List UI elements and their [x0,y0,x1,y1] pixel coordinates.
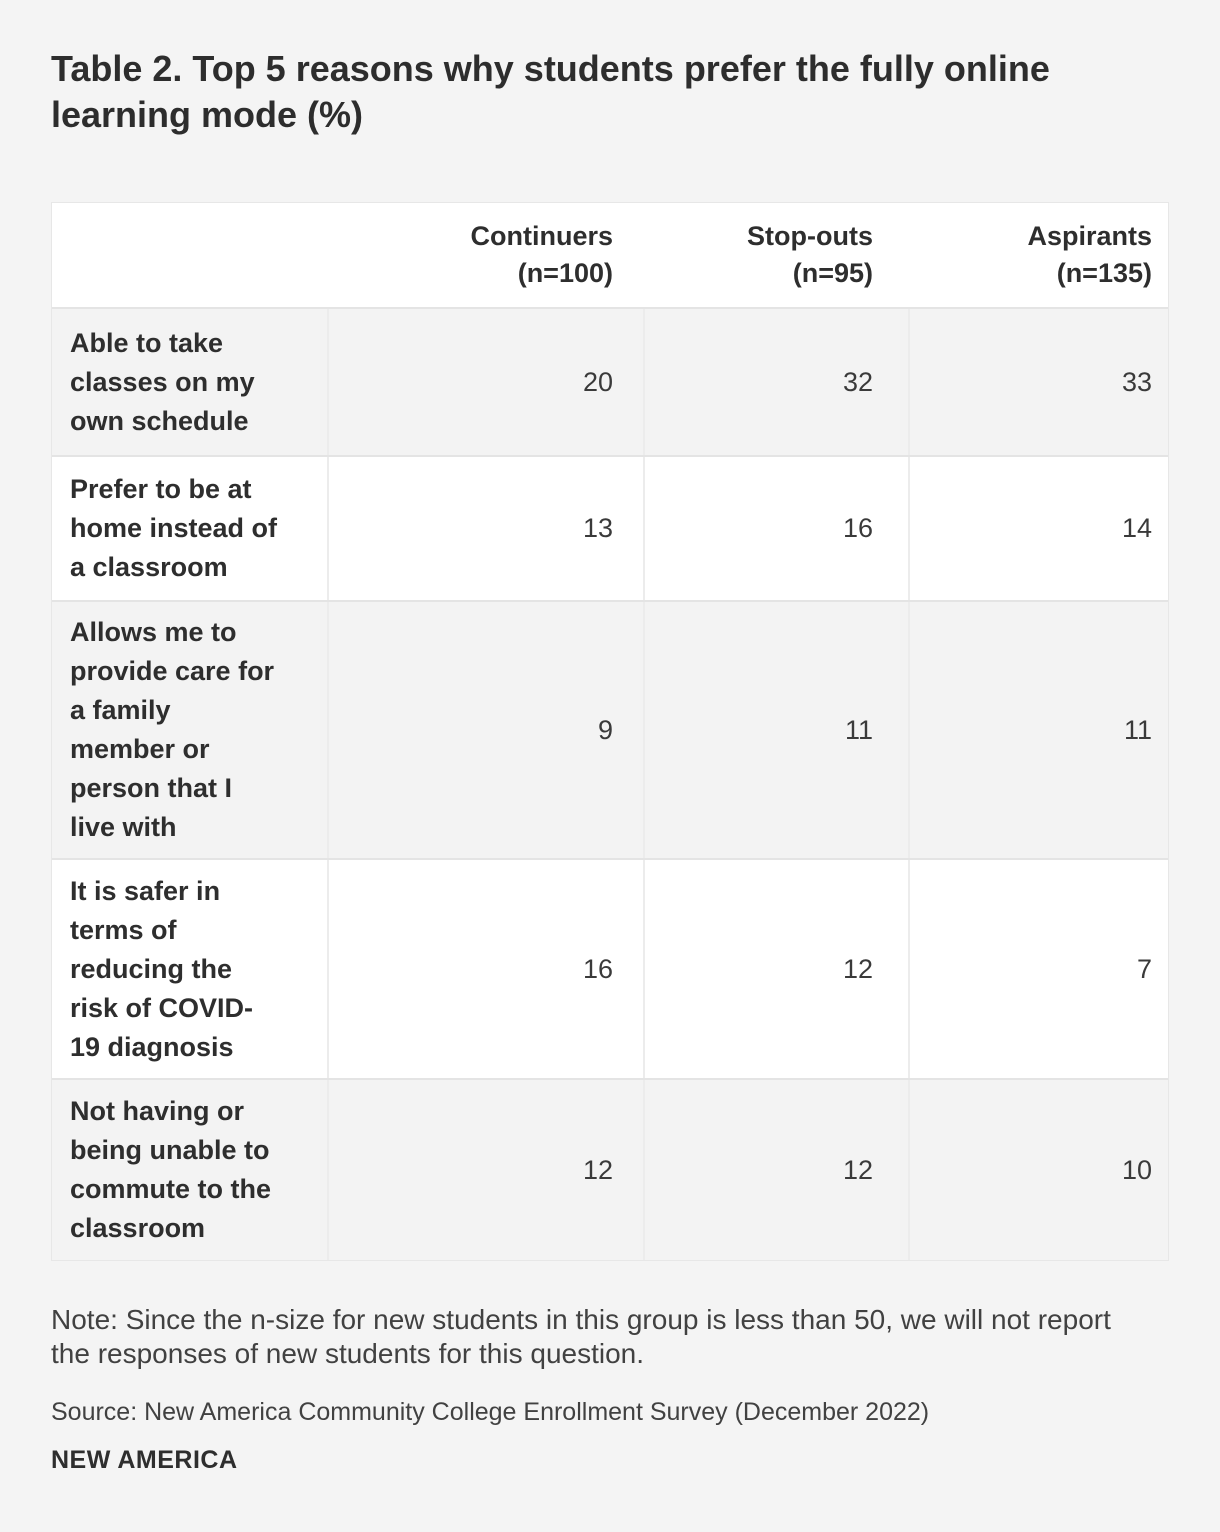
table-row: Able to take classes on my own schedule … [52,307,1168,455]
header-n-size: (n=135) [1056,258,1152,288]
value-cell-continuers: 20 [327,309,643,455]
table-row: Allows me to provide care for a family m… [52,600,1168,858]
value-cell-stopouts: 11 [643,602,908,858]
table-row: It is safer in terms of reducing the ris… [52,858,1168,1078]
header-n-size: (n=95) [792,258,873,288]
header-corner-cell [52,203,327,307]
value-cell-aspirants: 10 [908,1080,1168,1260]
row-label: Able to take classes on my own schedule [70,327,255,436]
header-group-name: Continuers [470,221,613,251]
row-label-cell: Prefer to be at home instead of a classr… [52,457,327,600]
value-cell-stopouts: 12 [643,860,908,1078]
new-america-brand: NEW AMERICA [51,1446,238,1474]
table-row: Not having or being unable to commute to… [52,1078,1168,1260]
header-text: Continuers (n=100) [470,218,613,292]
header-n-size: (n=100) [517,258,613,288]
table-row: Prefer to be at home instead of a classr… [52,455,1168,600]
value-cell-aspirants: 14 [908,457,1168,600]
row-label-cell: Not having or being unable to commute to… [52,1080,327,1260]
value-cell-continuers: 16 [327,860,643,1078]
value-cell-continuers: 12 [327,1080,643,1260]
header-cell-stopouts: Stop-outs (n=95) [643,203,908,307]
row-label: Prefer to be at home instead of a classr… [70,474,278,582]
value-cell-aspirants: 11 [908,602,1168,858]
value-cell-stopouts: 12 [643,1080,908,1260]
header-cell-continuers: Continuers (n=100) [327,203,643,307]
value-cell-stopouts: 32 [643,309,908,455]
value-cell-aspirants: 7 [908,860,1168,1078]
row-label-cell: Allows me to provide care for a family m… [52,602,327,858]
header-group-name: Aspirants [1027,221,1152,251]
header-text: Stop-outs (n=95) [747,218,873,292]
header-text: Aspirants (n=135) [1027,218,1152,292]
table-header-row: Continuers (n=100) Stop-outs (n=95) Aspi… [52,203,1168,307]
header-group-name: Stop-outs [747,221,873,251]
table-title: Table 2. Top 5 reasons why students pref… [51,48,1050,135]
row-label-cell: It is safer in terms of reducing the ris… [52,860,327,1078]
data-table: Continuers (n=100) Stop-outs (n=95) Aspi… [51,202,1169,1261]
row-label: Allows me to provide care for a family m… [70,617,275,842]
table-note: Note: Since the n-size for new students … [51,1304,1111,1369]
row-label-cell: Able to take classes on my own schedule [52,309,327,455]
row-label: Not having or being unable to commute to… [70,1096,272,1243]
value-cell-continuers: 9 [327,602,643,858]
value-cell-stopouts: 16 [643,457,908,600]
header-cell-aspirants: Aspirants (n=135) [908,203,1168,307]
row-label: It is safer in terms of reducing the ris… [70,875,254,1062]
value-cell-continuers: 13 [327,457,643,600]
table-source: Source: New America Community College En… [51,1398,930,1426]
value-cell-aspirants: 33 [908,309,1168,455]
